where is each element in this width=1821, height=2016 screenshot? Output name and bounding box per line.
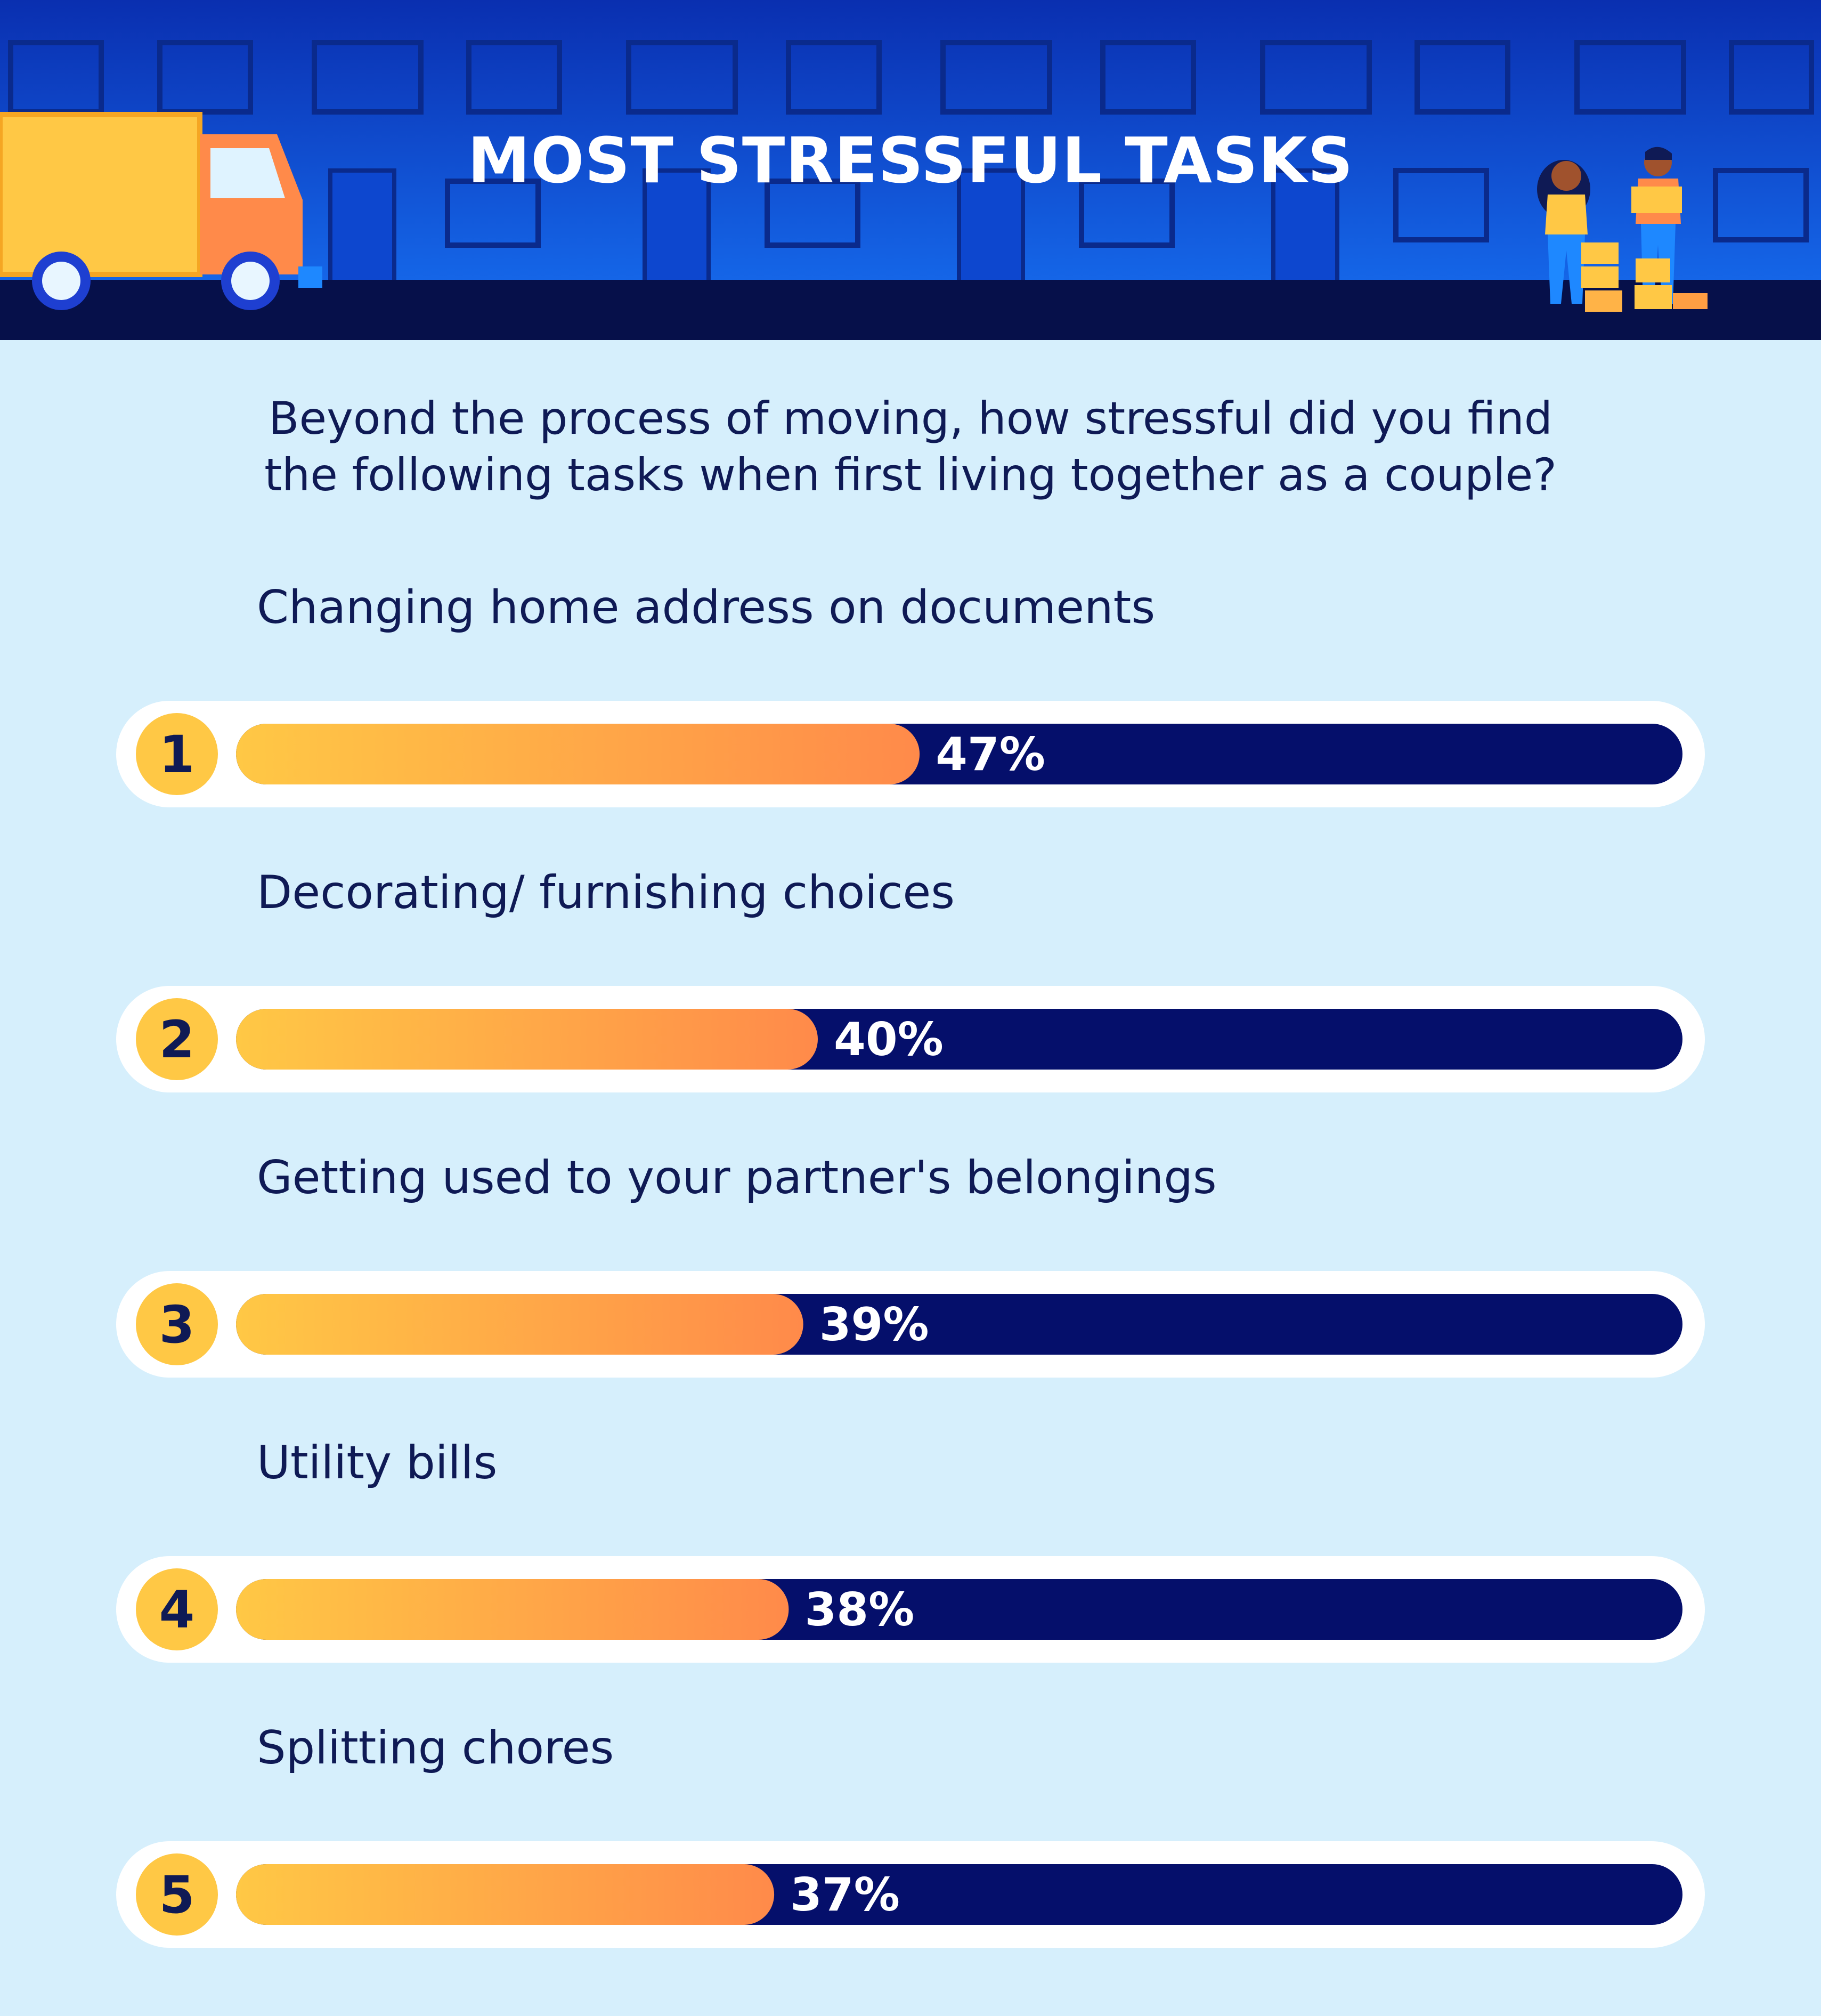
bar-row-pill	[116, 1556, 1705, 1663]
rank-badge	[136, 713, 218, 795]
rank-number: 2	[159, 1010, 195, 1070]
question-line-1: Beyond the process of moving, how stress…	[268, 392, 1553, 444]
rank-number: 1	[159, 725, 195, 784]
rank-number: 4	[159, 1580, 195, 1640]
header-illustration	[0, 0, 1821, 340]
building-doors	[328, 168, 1339, 285]
bar-track	[236, 1294, 1682, 1355]
bar-row-pill	[116, 1841, 1705, 1948]
bar-fill	[236, 1294, 803, 1355]
category-label: Decorating/ furnishing choices	[257, 866, 955, 919]
bar-track	[236, 1864, 1682, 1925]
bar-track	[236, 724, 1682, 784]
category-label: Utility bills	[257, 1436, 498, 1489]
rank-number: 5	[159, 1865, 195, 1925]
bar-row-pill	[116, 1271, 1705, 1378]
bar-row-pill	[116, 701, 1705, 807]
bar-track	[236, 1579, 1682, 1640]
header-banner: MOST STRESSFUL TASKS	[0, 0, 1821, 340]
rank-badge	[136, 1283, 218, 1365]
bar-row-pill	[116, 986, 1705, 1092]
couple-with-boxes-icon	[1537, 147, 1708, 312]
category-label: Changing home address on documents	[257, 581, 1156, 634]
survey-question: Beyond the process of moving, how stress…	[0, 390, 1821, 503]
rank-number: 3	[159, 1295, 195, 1355]
building-windows	[8, 40, 1814, 248]
page-title: MOST STRESSFUL TASKS	[467, 124, 1354, 197]
bar-track	[236, 1009, 1682, 1070]
value-label: 38%	[804, 1583, 914, 1637]
rank-badge	[136, 1853, 218, 1936]
truck-icon	[0, 112, 322, 310]
value-label: 40%	[834, 1013, 944, 1066]
rank-badge	[136, 998, 218, 1080]
category-label: Getting used to your partner's belonging…	[257, 1151, 1217, 1204]
value-label: 47%	[936, 728, 1045, 781]
bar-fill	[236, 1009, 818, 1070]
rank-badge	[136, 1568, 218, 1650]
bar-fill	[236, 1864, 775, 1925]
question-line-2: the following tasks when first living to…	[264, 449, 1557, 501]
category-label: Splitting chores	[257, 1721, 614, 1775]
value-label: 37%	[790, 1868, 900, 1922]
value-label: 39%	[819, 1298, 929, 1351]
bar-fill	[236, 1579, 789, 1640]
bar-fill	[236, 724, 920, 784]
